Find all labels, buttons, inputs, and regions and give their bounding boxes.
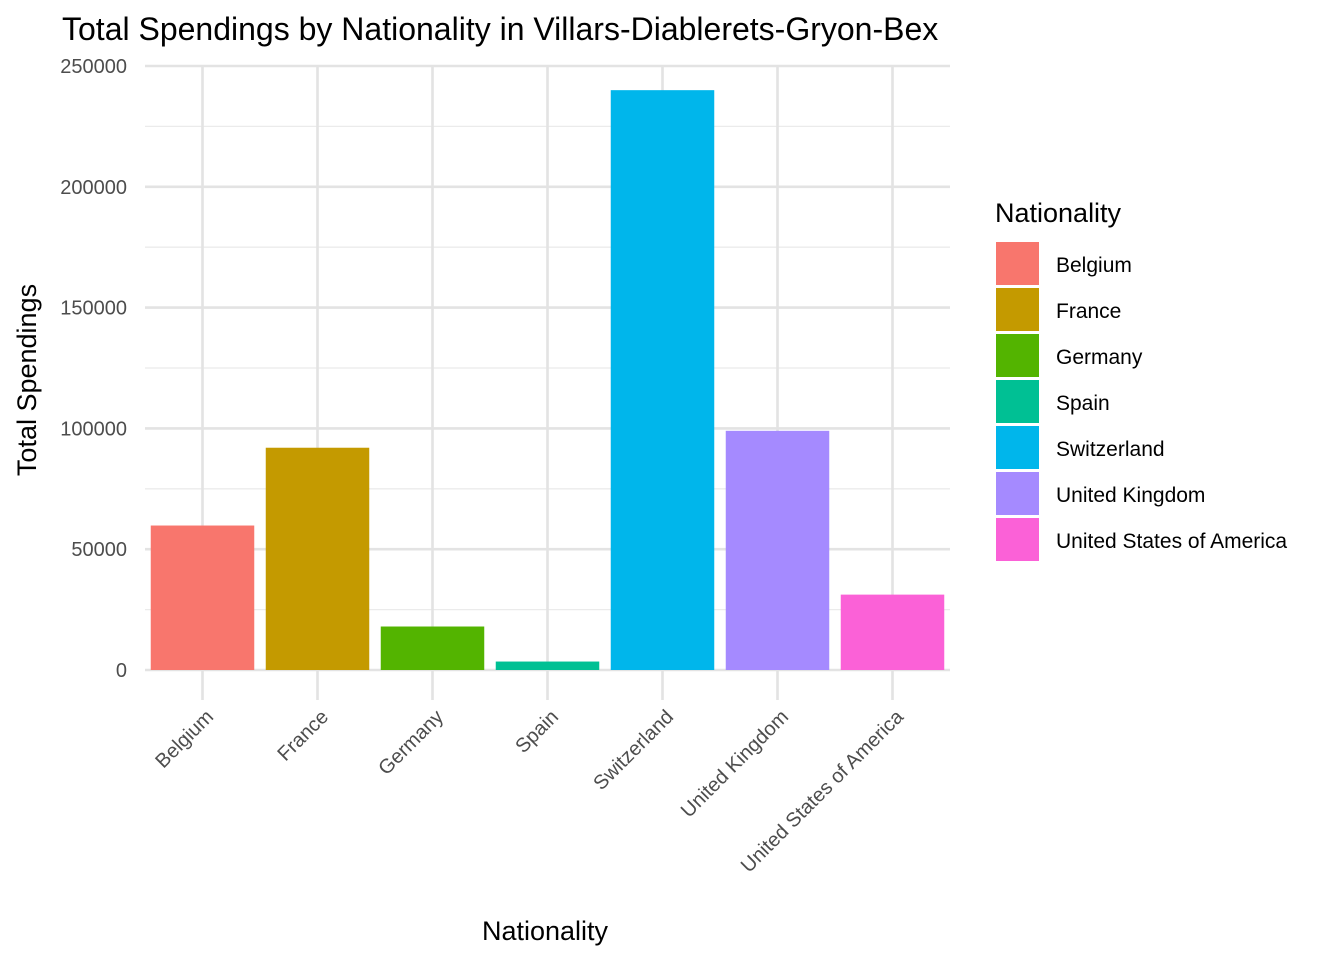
legend: Nationality Belgium France Germany Spain Swi…: [995, 198, 1287, 561]
x-axis-title: Nationality: [482, 916, 609, 946]
chart-title: Total Spendings by Nationality in Villar…: [62, 11, 938, 47]
legend-label: Spain: [1056, 392, 1110, 415]
bar-united-kingdom: [725, 430, 830, 670]
bar-belgium: [150, 525, 255, 670]
legend-key-germany: [996, 334, 1039, 377]
legend-label: United States of America: [1056, 530, 1287, 553]
legend-title: Nationality: [995, 198, 1122, 228]
bar-germany: [380, 626, 485, 670]
legend-items: Belgium France Germany Spain Switzerland Unit…: [996, 242, 1287, 561]
legend-key-switzerland: [996, 426, 1039, 469]
x-tick-label: Spain: [511, 706, 563, 758]
x-tick-label: France: [273, 706, 333, 766]
y-tick-label: 150000: [60, 298, 127, 320]
legend-label: Germany: [1056, 346, 1143, 369]
legend-label: Belgium: [1056, 254, 1132, 277]
y-tick-labels: 0 50000 100000 150000 200000 250000: [60, 56, 127, 682]
y-tick-label: 0: [116, 660, 127, 682]
x-tick-label: Belgium: [151, 706, 218, 773]
x-tick-label: United Kingdom: [677, 706, 793, 822]
legend-key-belgium: [996, 242, 1039, 285]
y-tick-label: 100000: [60, 418, 127, 440]
bars: [150, 90, 945, 670]
y-axis-title: Total Spendings: [12, 284, 42, 476]
x-tick-labels: Belgium France Germany Spain SwitzerlandUnit…: [151, 705, 908, 877]
legend-label: Switzerland: [1056, 438, 1165, 461]
y-tick-label: 250000: [60, 56, 127, 78]
bar-france: [265, 447, 370, 670]
x-tick-label: Germany: [374, 706, 448, 780]
legend-label: United Kingdom: [1056, 484, 1205, 507]
legend-key-spain: [996, 380, 1039, 423]
legend-key-france: [996, 288, 1039, 331]
legend-key-united-kingdom: [996, 472, 1039, 515]
bar-spain: [495, 661, 600, 670]
bar-switzerland: [610, 90, 715, 670]
legend-label: France: [1056, 300, 1121, 323]
bar-united-states-of-america: [840, 594, 945, 670]
y-tick-label: 50000: [71, 539, 127, 561]
legend-key-united-states-of-america: [996, 518, 1039, 561]
y-tick-label: 200000: [60, 177, 127, 199]
x-tick-label: Switzerland: [589, 706, 678, 795]
